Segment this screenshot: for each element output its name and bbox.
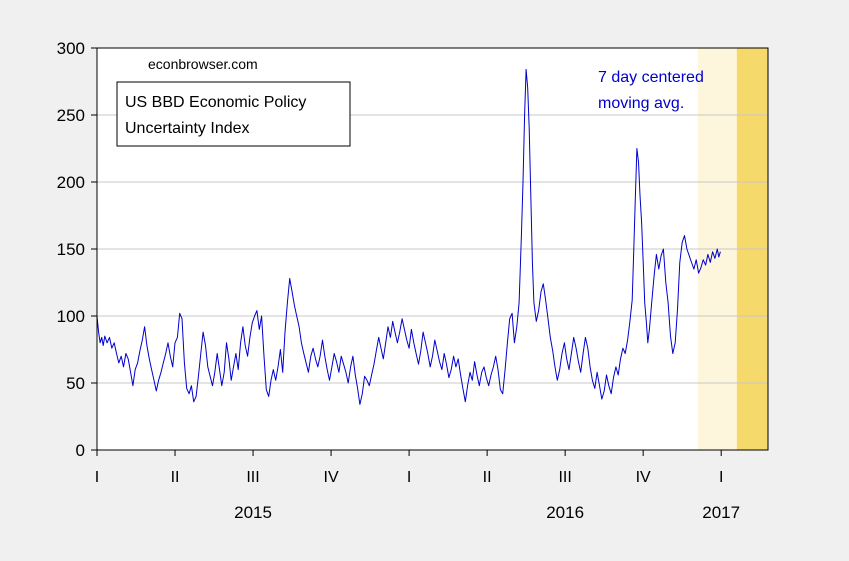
quarter-label-2: III [246,469,259,486]
year-label-2016: 2016 [546,503,584,522]
annotation: 7 day centered moving avg. [598,69,704,112]
quarter-label-8: I [719,469,723,486]
annotation-line-1: 7 day centered [598,69,704,86]
quarter-label-6: III [558,469,571,486]
year-label-2017: 2017 [702,503,740,522]
y-tick-label-200: 200 [57,173,85,192]
y-tick-label-300: 300 [57,39,85,58]
quarter-label-0: I [95,469,99,486]
year-label-2015: 2015 [234,503,272,522]
y-tick-label-50: 50 [66,374,85,393]
quarter-label-5: II [483,469,492,486]
legend-line-1: US BBD Economic Policy [125,94,306,111]
quarter-label-1: II [171,469,180,486]
quarter-label-3: IV [324,469,339,486]
y-tick-label-150: 150 [57,240,85,259]
series-layer [96,68,721,405]
y-axis: 0 50 100 150 200 250 300 [57,39,97,460]
legend-line-2: Uncertainty Index [125,120,250,137]
y-tick-label-100: 100 [57,307,85,326]
annotation-line-2: moving avg. [598,95,684,112]
legend-box: US BBD Economic Policy Uncertainty Index [116,81,351,147]
source-label: econbrowser.com [148,56,258,72]
quarter-label-4: I [407,469,411,486]
y-tick-label-0: 0 [76,441,85,460]
series-line-0 [96,68,721,405]
y-tick-label-250: 250 [57,106,85,125]
legend-frame [116,81,351,147]
quarter-label-7: IV [636,469,651,486]
